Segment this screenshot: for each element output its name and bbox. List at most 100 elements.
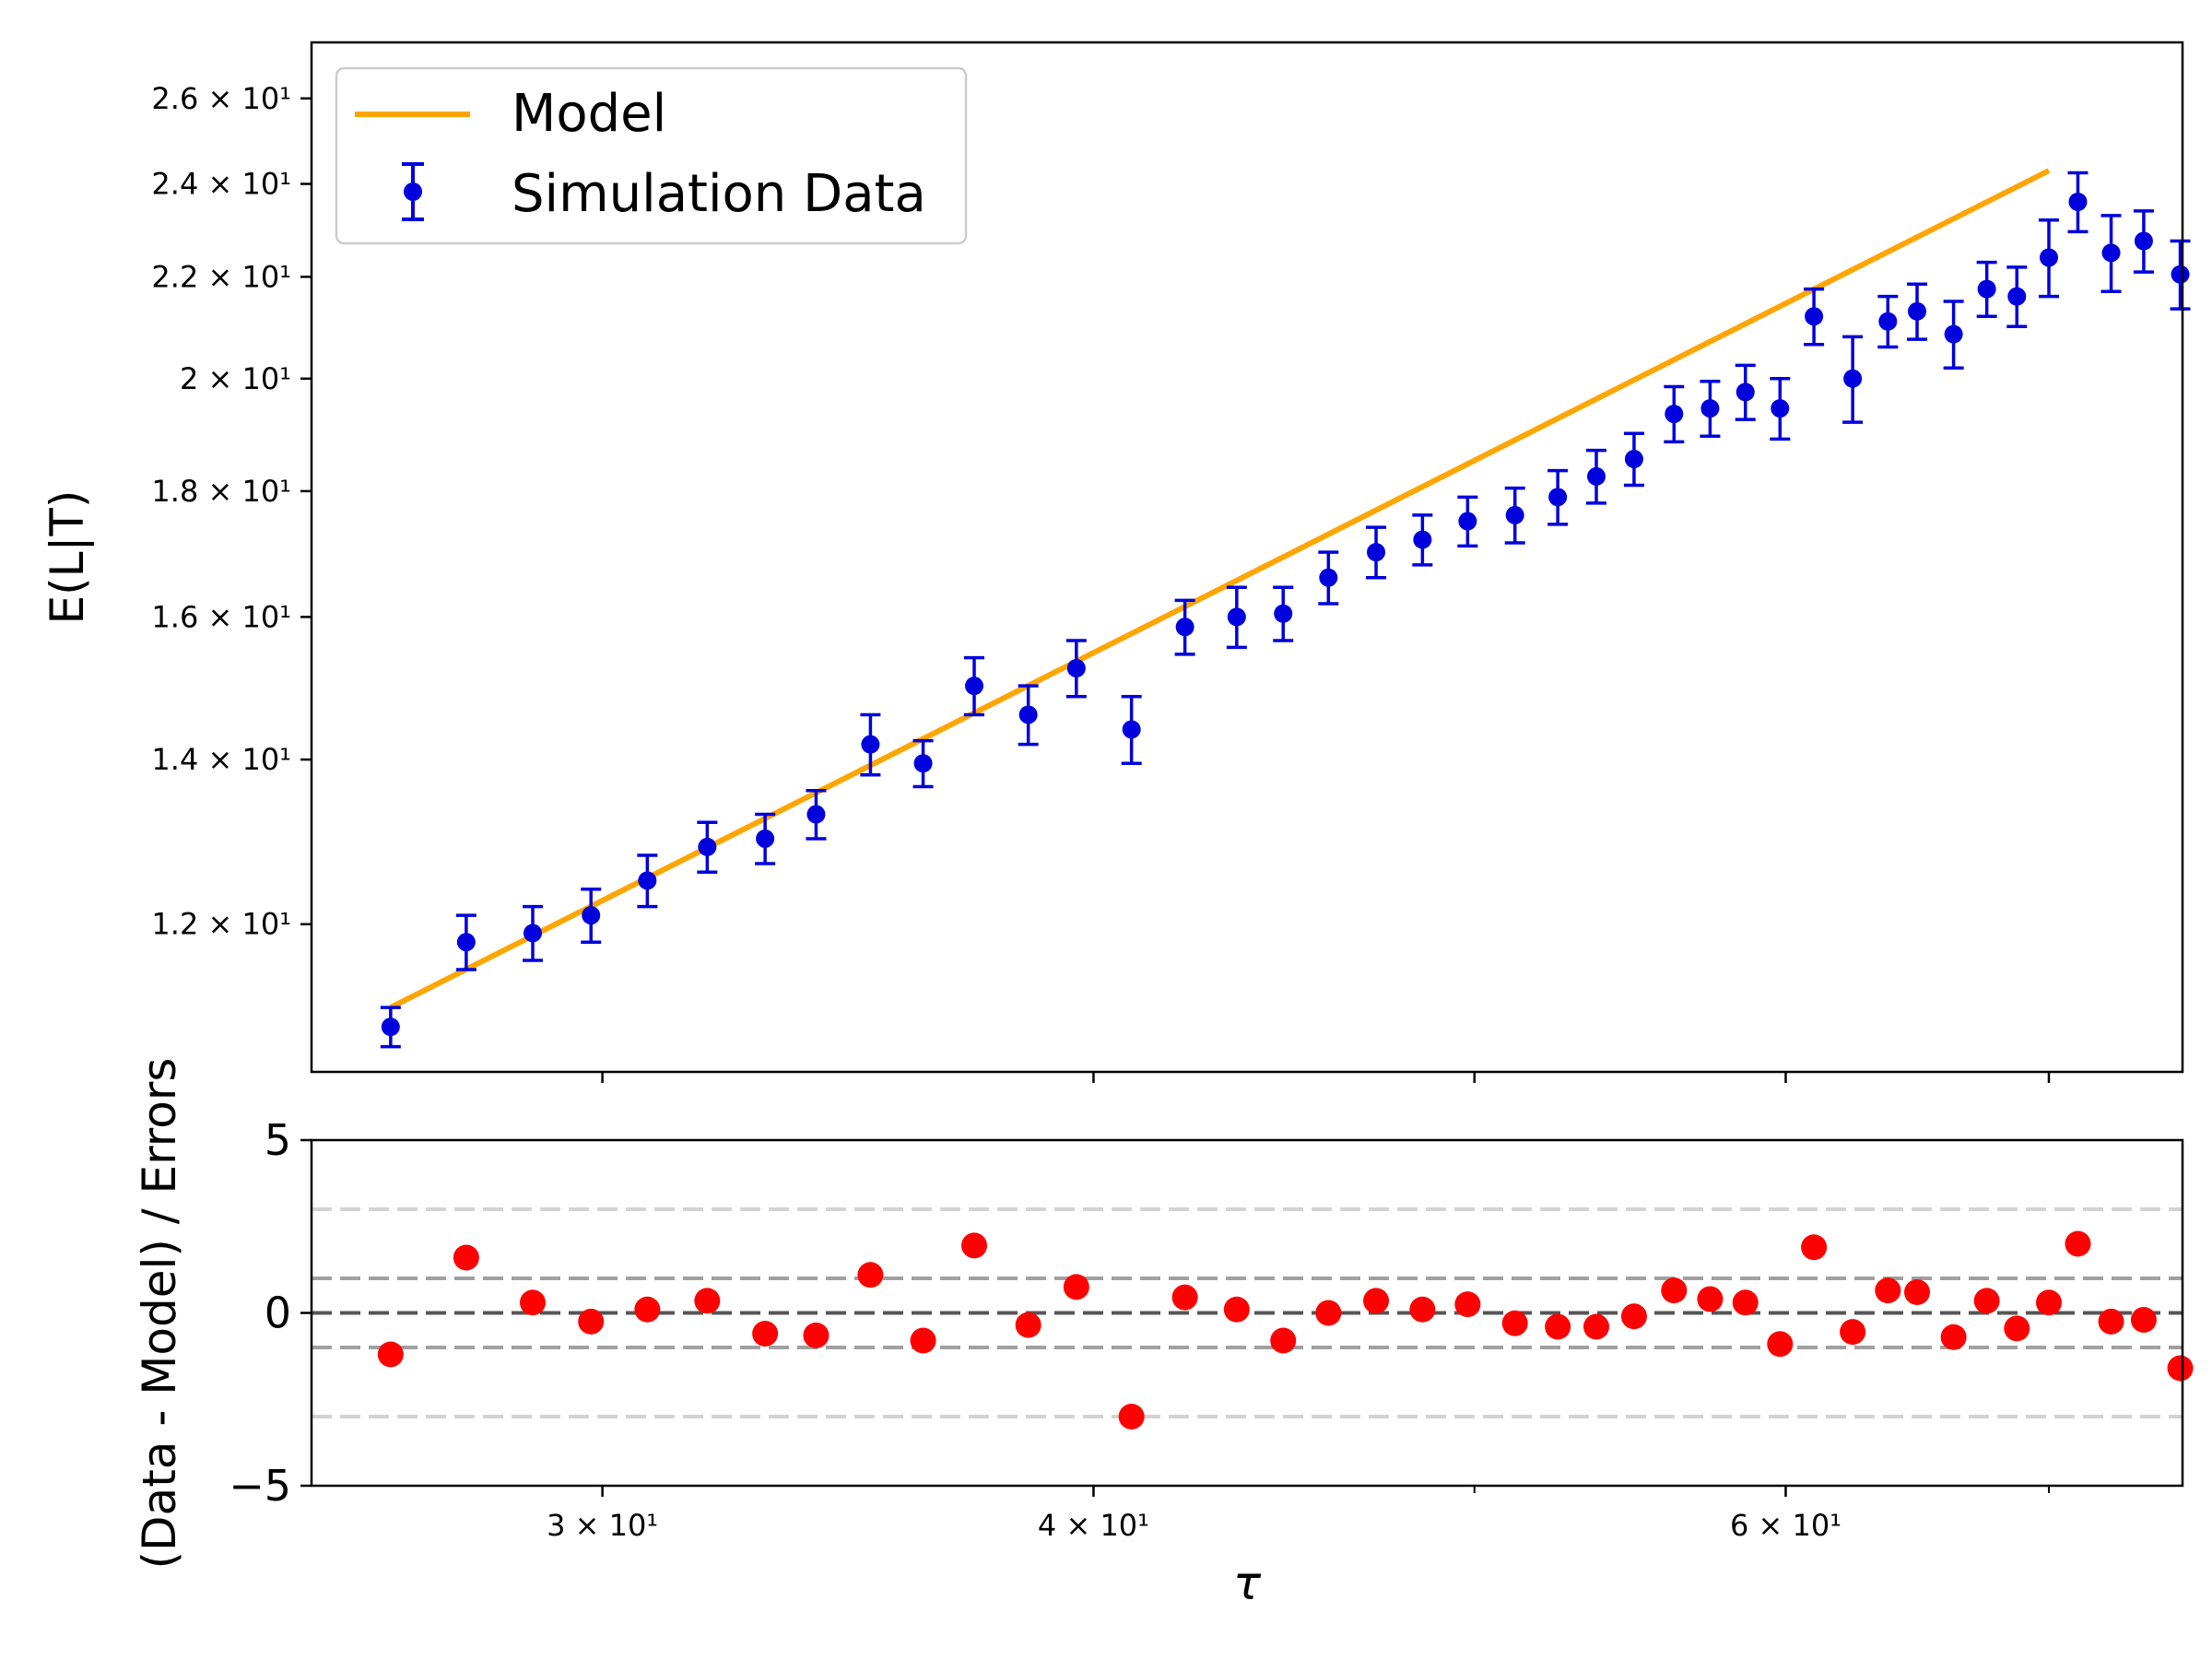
- data-point: [1366, 525, 1387, 580]
- residual-marker: [752, 1321, 779, 1347]
- residual-marker: [1801, 1234, 1828, 1261]
- residual-marker: [961, 1232, 988, 1259]
- y-tick-label: 2.2 × 10¹: [151, 259, 291, 294]
- residual-marker: [910, 1327, 936, 1354]
- data-marker: [1665, 405, 1684, 424]
- bottom-plot-frame: [310, 1138, 2184, 1488]
- top-y-ticks: 1.2 × 10¹ 1.4 × 10¹ 1.6 × 10¹ 1.8 × 10¹ 2 × …: [151, 81, 312, 942]
- y-tick-label: 5: [265, 1115, 291, 1165]
- residual-marker: [1583, 1313, 1610, 1340]
- residual-marker: [1315, 1300, 1342, 1326]
- data-marker: [456, 933, 476, 952]
- residual-marker: [2004, 1315, 2030, 1342]
- residual-marker: [1840, 1319, 1866, 1346]
- data-marker: [1018, 705, 1038, 724]
- data-point: [1623, 431, 1644, 488]
- data-marker: [1878, 312, 1898, 331]
- data-point: [1226, 585, 1247, 650]
- data-point: [1907, 282, 1928, 341]
- data-marker: [1944, 324, 1963, 344]
- residual-marker: [1620, 1303, 1647, 1330]
- data-point: [637, 853, 658, 909]
- data-marker: [1548, 488, 1568, 507]
- model-line: [389, 168, 2051, 1010]
- y-tick-label: 1.6 × 10¹: [151, 599, 291, 634]
- residual-marker: [1940, 1324, 1967, 1350]
- data-marker: [381, 1018, 400, 1037]
- residual-marker: [803, 1322, 830, 1348]
- data-point: [2100, 214, 2122, 294]
- residual-marker: [1904, 1279, 1931, 1305]
- data-marker: [2134, 231, 2153, 251]
- data-point: [1547, 468, 1569, 526]
- data-marker: [2040, 248, 2059, 267]
- data-marker: [1274, 604, 1293, 623]
- simulation-data-layer: [380, 171, 2191, 1049]
- residual-reference-lines: [312, 1207, 2183, 1418]
- residual-marker: [2167, 1355, 2194, 1382]
- data-point: [2006, 265, 2028, 329]
- residual-marker: [2036, 1289, 2063, 1316]
- residual-marker: [634, 1296, 661, 1323]
- legend: Model Simulation Data: [335, 66, 968, 245]
- data-point: [1273, 585, 1294, 642]
- data-marker: [582, 906, 601, 925]
- data-marker: [698, 837, 717, 856]
- data-point: [964, 655, 985, 717]
- residual-marker: [1223, 1296, 1250, 1323]
- y-tick-label: 1.2 × 10¹: [151, 907, 291, 942]
- residual-marker: [1363, 1288, 1390, 1314]
- data-marker: [756, 829, 775, 848]
- data-point: [1735, 363, 1756, 421]
- x-tick-label: 6 × 10¹: [1730, 1508, 1841, 1543]
- residual-marker: [1767, 1331, 1794, 1358]
- data-point: [2067, 171, 2088, 234]
- residual-marker: [1697, 1286, 1724, 1312]
- data-marker: [1624, 450, 1643, 469]
- data-point: [1842, 335, 1864, 424]
- data-point: [1804, 287, 1825, 347]
- bottom-x-axis-label: τ: [1233, 1557, 1262, 1610]
- data-marker: [1122, 720, 1141, 739]
- legend-simulation-data-label: Simulation Data: [512, 164, 926, 224]
- data-point: [806, 788, 827, 841]
- residual-marker: [1171, 1284, 1198, 1311]
- data-point: [1412, 513, 1433, 567]
- data-point: [2170, 239, 2191, 311]
- residual-marker: [857, 1262, 884, 1288]
- residual-marker: [1501, 1310, 1528, 1336]
- main-plot-panel: 1.2 × 10¹ 1.4 × 10¹ 1.6 × 10¹ 1.8 × 10¹ 2 × …: [41, 41, 2191, 1083]
- data-marker: [913, 754, 933, 773]
- residual-marker: [2130, 1307, 2157, 1333]
- data-point: [1121, 695, 1142, 766]
- data-marker: [1843, 369, 1863, 388]
- residual-marker: [2065, 1230, 2091, 1257]
- top-y-axis-label: E(L|T): [41, 490, 94, 625]
- y-tick-label: 1.8 × 10¹: [151, 474, 291, 509]
- data-point: [1318, 550, 1339, 606]
- data-point: [1664, 384, 1685, 444]
- data-marker: [1587, 466, 1606, 486]
- residual-marker: [1409, 1296, 1436, 1323]
- residual-marker: [453, 1244, 479, 1271]
- data-marker: [1977, 279, 1996, 299]
- data-marker: [1908, 301, 1927, 321]
- data-marker: [806, 805, 826, 824]
- data-point: [1770, 377, 1791, 441]
- residual-marker: [1015, 1312, 1041, 1338]
- top-plot-frame: [310, 41, 2184, 1074]
- data-marker: [1805, 307, 1824, 326]
- data-marker: [2007, 287, 2027, 306]
- data-point: [522, 904, 543, 962]
- residual-marker: [1270, 1327, 1297, 1354]
- y-tick-label: 2 × 10¹: [180, 361, 291, 396]
- residual-marker: [1875, 1277, 1901, 1304]
- data-point: [755, 812, 776, 865]
- model-line-layer: [389, 168, 2051, 1010]
- residual-plot-panel: 5 0 −5 3 × 10¹ 4 × 10¹ 6 × 10¹ τ (Data - Mod…: [133, 1058, 2194, 1610]
- y-tick-label: 2.4 × 10¹: [151, 167, 291, 202]
- legend-model-label: Model: [512, 84, 666, 144]
- data-marker: [965, 677, 984, 696]
- data-point: [2133, 209, 2154, 274]
